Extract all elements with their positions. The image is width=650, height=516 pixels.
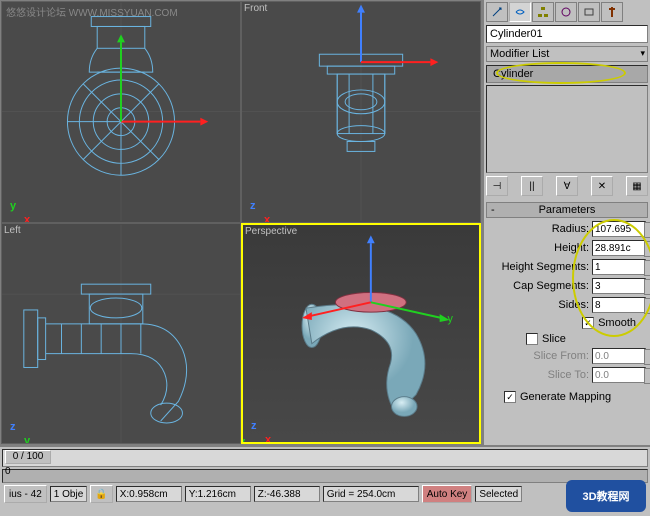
remove-modifier-button[interactable]: ✕ (591, 176, 613, 196)
command-panel: Modifier List Cylinder ⊣ || ∀ ✕ ▦ -Param… (482, 0, 650, 445)
coord-z[interactable]: Z:-46.388 (254, 486, 320, 502)
show-end-result-button[interactable]: || (521, 176, 543, 196)
bottom-toolbar: 0 / 100 0 ius - 42 1 Obje 🔒 X:0.958cm Y:… (0, 445, 650, 516)
panel-tabs (486, 2, 648, 22)
left-wireframe (2, 224, 240, 444)
sliceto-spinner[interactable]: 0.0 (592, 367, 646, 383)
genmap-checkbox[interactable]: ✓ (504, 391, 516, 403)
hseg-label: Height Segments: (502, 261, 589, 273)
tab-utilities[interactable] (601, 2, 623, 22)
viewport-label-front: Front (244, 3, 267, 14)
tab-modify[interactable] (509, 2, 531, 22)
watermark-logo: 3D教程网 (566, 480, 646, 512)
watermark-text: 悠悠设计论坛 WWW.MISSYUAN.COM (6, 4, 178, 19)
time-slider-thumb[interactable]: 0 / 100 (5, 450, 51, 464)
tab-display[interactable] (578, 2, 600, 22)
track-bar[interactable] (2, 469, 648, 483)
selection-count: 1 Obje (50, 486, 87, 502)
capseg-spinner[interactable]: 3 (592, 278, 646, 294)
pin-stack-button[interactable]: ⊣ (486, 176, 508, 196)
viewport-label-perspective: Perspective (245, 226, 297, 237)
hseg-spinner[interactable]: 1 (592, 259, 646, 275)
slicefrom-label: Slice From: (533, 350, 589, 362)
slicefrom-spinner[interactable]: 0.0 (592, 348, 646, 364)
radius-label: Radius: (552, 223, 589, 235)
slice-checkbox[interactable] (526, 333, 538, 345)
stack-toolbar: ⊣ || ∀ ✕ ▦ (486, 176, 648, 196)
radius-readout: ius - 42 (4, 485, 47, 503)
parameters-rollout-header[interactable]: -Parameters (486, 202, 648, 218)
coord-y[interactable]: Y:1.216cm (185, 486, 251, 502)
slice-label: Slice (542, 333, 566, 345)
viewport-left[interactable]: Left z y (1, 223, 241, 445)
smooth-label: Smooth (598, 317, 636, 329)
sliceto-label: Slice To: (548, 369, 589, 381)
time-slider[interactable]: 0 / 100 0 (2, 449, 648, 467)
modifier-stack-area[interactable] (486, 85, 648, 173)
viewport-label-left: Left (4, 225, 21, 236)
coord-x[interactable]: X:0.958cm (116, 486, 182, 502)
viewport-perspective[interactable]: Perspective (241, 223, 481, 445)
status-bar: ius - 42 1 Obje 🔒 X:0.958cm Y:1.216cm Z:… (0, 483, 650, 505)
autokey-button[interactable]: Auto Key (422, 485, 473, 503)
tab-motion[interactable] (555, 2, 577, 22)
height-spinner[interactable]: 28.891c (592, 240, 646, 256)
front-wireframe (242, 2, 480, 222)
top-wireframe (2, 2, 240, 222)
grid-readout: Grid = 254.0cm (323, 486, 419, 502)
make-unique-button[interactable]: ∀ (556, 176, 578, 196)
smooth-checkbox[interactable]: ✓ (582, 317, 594, 329)
height-label: Height: (554, 242, 589, 254)
lock-button[interactable]: 🔒 (90, 485, 112, 503)
sides-label: Sides: (558, 299, 589, 311)
viewport-grid: 悠悠设计论坛 WWW.MISSYUAN.COM (0, 0, 482, 445)
tab-create[interactable] (486, 2, 508, 22)
radius-spinner[interactable]: 107.695 (592, 221, 646, 237)
keymode-selected[interactable]: Selected (475, 486, 522, 502)
genmap-label: Generate Mapping (520, 391, 611, 403)
tab-hierarchy[interactable] (532, 2, 554, 22)
configure-sets-button[interactable]: ▦ (626, 176, 648, 196)
perspective-shaded: y (243, 225, 479, 443)
viewport-top[interactable]: 悠悠设计论坛 WWW.MISSYUAN.COM (1, 1, 241, 223)
capseg-label: Cap Segments: (513, 280, 589, 292)
object-name-field[interactable] (486, 25, 648, 43)
modifier-list-dropdown[interactable]: Modifier List (486, 46, 648, 62)
viewport-front[interactable]: Front (241, 1, 481, 223)
sides-spinner[interactable]: 8 (592, 297, 646, 313)
svg-text:y: y (448, 312, 454, 324)
modifier-stack-item[interactable]: Cylinder (486, 65, 648, 83)
